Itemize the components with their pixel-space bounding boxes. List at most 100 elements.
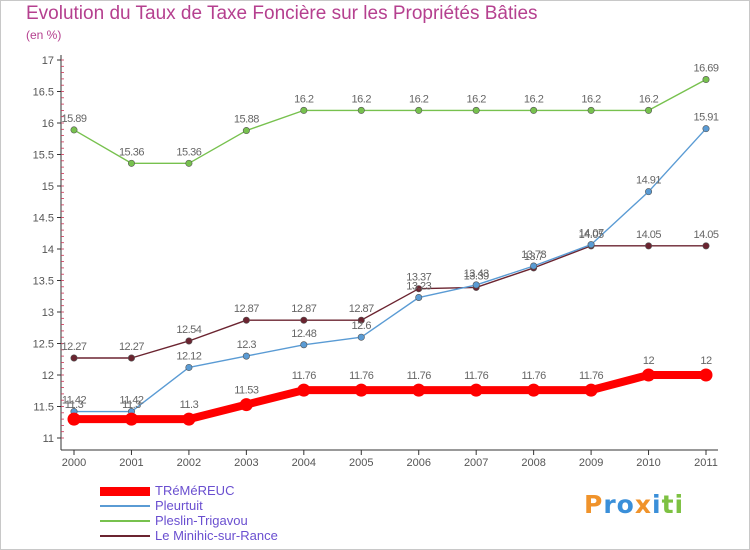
data-label: 11.76	[292, 370, 317, 382]
data-label: 16.2	[639, 93, 659, 105]
data-label: 15.36	[119, 146, 144, 158]
data-label: 11.76	[464, 370, 489, 382]
data-label: 12.87	[349, 303, 374, 315]
series-layer	[67, 76, 713, 426]
data-label: 12.6	[352, 320, 372, 332]
y-tick-label: 11	[43, 433, 54, 445]
data-point	[472, 281, 480, 289]
data-label: 14.91	[636, 175, 661, 187]
data-point	[702, 76, 710, 84]
data-label: 13.43	[464, 268, 489, 280]
data-label: 11.76	[349, 370, 374, 382]
x-tick-label: 2001	[119, 457, 143, 469]
data-label: 11.76	[579, 370, 604, 382]
data-label: 12.12	[176, 350, 201, 362]
data-point	[185, 337, 193, 345]
data-label: 12.27	[61, 341, 86, 353]
data-point	[415, 294, 423, 302]
legend-label: Pleurtuit	[155, 498, 203, 513]
data-point	[587, 241, 595, 249]
data-point	[530, 106, 538, 114]
x-tick-label: 2010	[636, 457, 660, 469]
logo-letter: t	[661, 490, 675, 519]
data-point	[300, 316, 308, 324]
data-point	[354, 383, 368, 397]
data-point	[412, 383, 426, 397]
data-labels: 15.89 15.36 15.36 15.88 16.2 16.2 16.2 16.2 16.2…	[61, 63, 719, 412]
data-label: 14.05	[636, 229, 661, 241]
data-label: 16.2	[409, 93, 429, 105]
data-label: 16.2	[352, 93, 372, 105]
data-label: 14.05	[693, 229, 718, 241]
data-label: 15.91	[693, 112, 718, 124]
data-point	[527, 383, 541, 397]
x-tick-label: 2011	[694, 457, 718, 469]
data-label: 11.42	[119, 395, 144, 407]
legend-swatch	[100, 505, 150, 507]
logo-letter: o	[616, 490, 635, 519]
legend-label: Le Minihic-sur-Rance	[155, 528, 278, 543]
data-label: 16.2	[581, 93, 601, 105]
chart-subtitle: (en %)	[26, 28, 62, 42]
legend-label: TRéMéREUC	[155, 483, 235, 498]
data-point	[702, 242, 710, 250]
data-point	[67, 412, 81, 426]
data-label: 14.07	[579, 228, 604, 240]
y-tick-label: 14.5	[33, 213, 54, 225]
data-label: 16.2	[294, 93, 314, 105]
x-tick-label: 2008	[521, 457, 545, 469]
data-label: 11.3	[180, 399, 199, 411]
series-line	[74, 128, 707, 413]
y-tick-label: 16.5	[33, 87, 54, 99]
data-point	[702, 125, 710, 133]
data-point	[297, 383, 311, 397]
logo-letter: i	[674, 490, 685, 519]
y-tick-label: 12	[42, 370, 54, 382]
data-label: 12.27	[119, 341, 144, 353]
data-point	[185, 159, 193, 167]
data-label: 12.3	[237, 339, 257, 351]
data-point	[472, 106, 480, 114]
data-label: 12.87	[291, 303, 316, 315]
data-point	[127, 354, 135, 362]
y-tick-label: 12.5	[33, 339, 54, 351]
x-tick-label: 2003	[234, 457, 258, 469]
legend-label: Pleslin-Trigavou	[155, 513, 248, 528]
x-tick-label: 2005	[349, 457, 373, 469]
data-point	[182, 412, 196, 426]
data-point	[699, 368, 713, 382]
proxiti-logo: Proxiti	[584, 490, 684, 519]
logo-letter: P	[584, 490, 604, 519]
legend-swatch	[100, 520, 150, 522]
data-point	[642, 368, 656, 382]
data-label: 15.89	[61, 113, 86, 125]
series-line	[74, 371, 706, 424]
data-label: 11.3	[65, 399, 84, 411]
data-point	[242, 127, 250, 135]
data-label: 13.73	[521, 249, 546, 261]
data-point	[70, 126, 78, 134]
data-point	[530, 262, 538, 270]
data-label: 14.05	[579, 229, 604, 241]
data-label: 12.87	[234, 303, 259, 315]
data-label: 15.88	[234, 114, 259, 126]
series-line	[74, 245, 706, 359]
data-point	[300, 106, 308, 114]
data-point	[357, 333, 365, 341]
data-label: 11.76	[522, 370, 547, 382]
data-point	[124, 412, 138, 426]
data-point	[357, 316, 365, 324]
data-label: 11.3	[122, 399, 141, 411]
data-label: 16.2	[524, 93, 544, 105]
x-tick-label: 2009	[579, 457, 603, 469]
data-label: 13.37	[406, 272, 431, 284]
x-tick-label: 2000	[62, 457, 86, 469]
data-point	[645, 188, 653, 196]
data-label: 13.39	[464, 270, 489, 282]
y-tick-label: 16	[42, 118, 54, 130]
data-label: 12	[700, 355, 712, 367]
data-point	[127, 159, 135, 167]
data-label: 13.7	[524, 251, 544, 263]
data-label: 15.36	[176, 146, 201, 158]
data-label: 12	[643, 355, 655, 367]
